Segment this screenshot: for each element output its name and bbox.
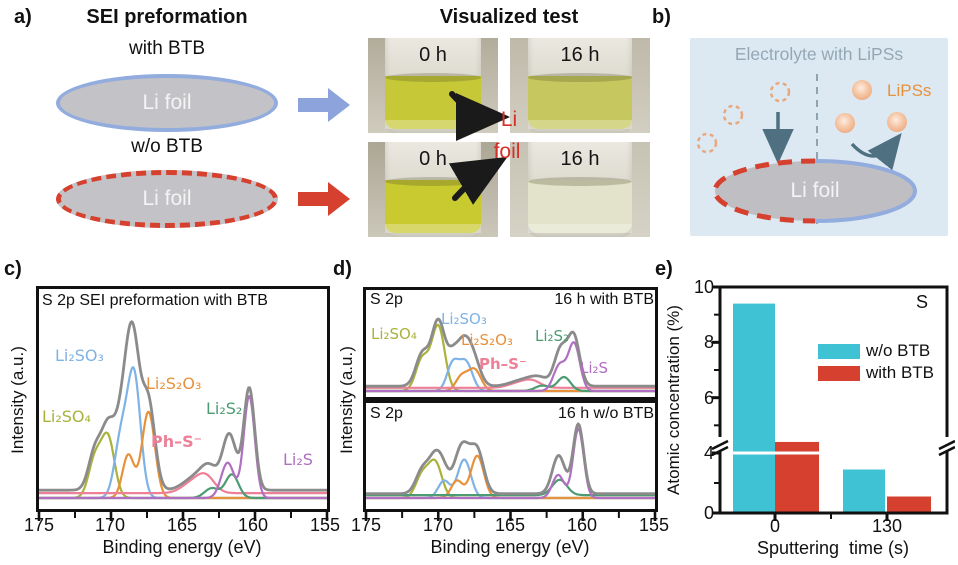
c-tick-175: 175 <box>23 515 55 535</box>
e-corner-label: S <box>916 292 929 312</box>
li-foil-text: Li foil <box>790 179 840 202</box>
vial <box>528 38 632 133</box>
vial <box>528 142 632 237</box>
label-li2s2: Li₂S₂ <box>535 327 570 345</box>
legend-label-withbtb: with BTB <box>866 363 935 382</box>
label-li2s2o3: Li₂S₂O₃ <box>146 374 202 393</box>
xps-spectrum-c <box>36 286 330 521</box>
d-tick-160: 160 <box>566 515 598 535</box>
d-x-axis-title: Binding energy (eV) <box>430 537 590 557</box>
lips-particle <box>887 112 907 132</box>
c-tick-165: 165 <box>166 515 198 535</box>
d-tick-165: 165 <box>494 515 526 535</box>
e-ytick-10: 10 <box>693 277 714 297</box>
c-tick-170: 170 <box>94 515 126 535</box>
label-li2s: Li₂S <box>580 359 609 377</box>
label-li2so3: Li₂SO₃ <box>441 310 487 328</box>
black-curved-arrows-icon <box>448 91 510 205</box>
e-cat-0: 0 <box>769 516 780 536</box>
d-y-axis-title: Intensity (a.u.) <box>337 346 356 454</box>
red-arrow-icon <box>298 182 350 216</box>
center-foil-label: foil <box>493 140 521 163</box>
panel-a-label: a) <box>14 6 32 28</box>
blue-solid-half <box>814 159 917 223</box>
sei-preformation-title: SEI preformation <box>86 6 248 28</box>
empty-lips-circle <box>696 132 718 154</box>
e-x-axis-title: Sputtering time (s) <box>756 538 910 558</box>
vial-photo-wobtb-16h: 16 h <box>510 142 650 237</box>
d-tick-175: 175 <box>350 515 382 535</box>
time-label: 16 h <box>560 44 600 66</box>
label-li2s2o3: Li₂S₂O₃ <box>461 331 513 349</box>
bar-chart <box>711 285 955 521</box>
d-bottom-right-title: 16 h w/o BTB <box>557 405 654 422</box>
c-x-axis-title: Binding energy (eV) <box>102 537 262 557</box>
li-foil-text: Li foil <box>142 187 192 210</box>
c-y-axis-title: Intensity (a.u.) <box>8 346 27 454</box>
xps-spectrum-d-bottom <box>363 400 658 521</box>
e-ytick-4: 4 <box>703 443 714 463</box>
red-dashed-half <box>712 158 816 224</box>
label-li2so4: Li₂SO₄ <box>371 325 417 343</box>
panel-e-label: e) <box>655 258 673 280</box>
li-foil-ellipse <box>715 161 915 221</box>
time-label: 0 h <box>419 148 447 170</box>
legend-label-wobtb: w/o BTB <box>866 341 931 360</box>
visualized-test-title: Visualized test <box>439 6 579 28</box>
d-top-left-title: S 2p <box>370 291 403 308</box>
e-y-axis-title: Atomic concentration (%) <box>664 305 683 495</box>
label-li2so4: Li₂SO₄ <box>42 407 91 426</box>
electrolyte-title: Electrolyte with LiPSs <box>734 44 904 64</box>
time-label: 16 h <box>560 148 600 170</box>
label-ph-s: Ph–S⁻ <box>151 432 203 451</box>
e-ytick-0: 0 <box>703 503 714 523</box>
label-li2so3: Li₂SO₃ <box>55 346 104 365</box>
lips-schematic <box>696 74 917 230</box>
li-foil-wo-btb: Li foil <box>56 170 278 228</box>
e-ytick-8: 8 <box>703 332 714 352</box>
lips-particle <box>852 80 872 100</box>
xps-spectrum-d-top <box>363 287 658 400</box>
vial <box>384 142 482 237</box>
time-label: 0 h <box>419 44 447 66</box>
panel-b-label: b) <box>652 6 671 28</box>
label-li2s2: Li₂S₂ <box>206 399 243 418</box>
d-tick-170: 170 <box>422 515 454 535</box>
electrolyte-liquid <box>528 73 632 129</box>
with-btb-label: with BTB <box>128 38 206 59</box>
panel-d-label: d) <box>333 258 352 280</box>
electrolyte-liquid <box>528 177 632 233</box>
c-tick-155: 155 <box>309 515 341 535</box>
e-ytick-6: 6 <box>703 388 714 408</box>
li-foil-text: Li foil <box>142 91 192 114</box>
c-inner-title: S 2p SEI preformation with BTB <box>42 292 268 309</box>
center-li-label: Li <box>500 108 518 131</box>
legend-swatch-withbtb <box>818 366 860 381</box>
blue-arrow-icon <box>298 88 350 122</box>
c-tick-160: 160 <box>237 515 269 535</box>
empty-lips-circle <box>769 81 791 103</box>
d-tick-155: 155 <box>638 515 670 535</box>
label-ph-s: Ph–S⁻ <box>479 355 527 373</box>
curved-arrow-icon <box>850 133 902 171</box>
li-foil-with-btb: Li foil <box>56 74 278 132</box>
d-bottom-left-title: S 2p <box>370 405 403 422</box>
panel-c-label: c) <box>4 258 22 280</box>
wo-btb-label: w/o BTB <box>131 136 203 157</box>
lips-particle <box>835 113 855 133</box>
empty-lips-circle <box>722 104 744 126</box>
lipss-label: LiPSs <box>887 81 932 100</box>
vial-photo-withbtb-0h: 0 h <box>368 38 498 133</box>
label-li2s: Li₂S <box>283 450 313 469</box>
vial-photo-withbtb-16h: 16 h <box>510 38 650 133</box>
d-top-right-title: 16 h with BTB <box>554 291 654 308</box>
legend-swatch-wobtb <box>818 344 860 359</box>
e-cat-130: 130 <box>871 516 903 536</box>
